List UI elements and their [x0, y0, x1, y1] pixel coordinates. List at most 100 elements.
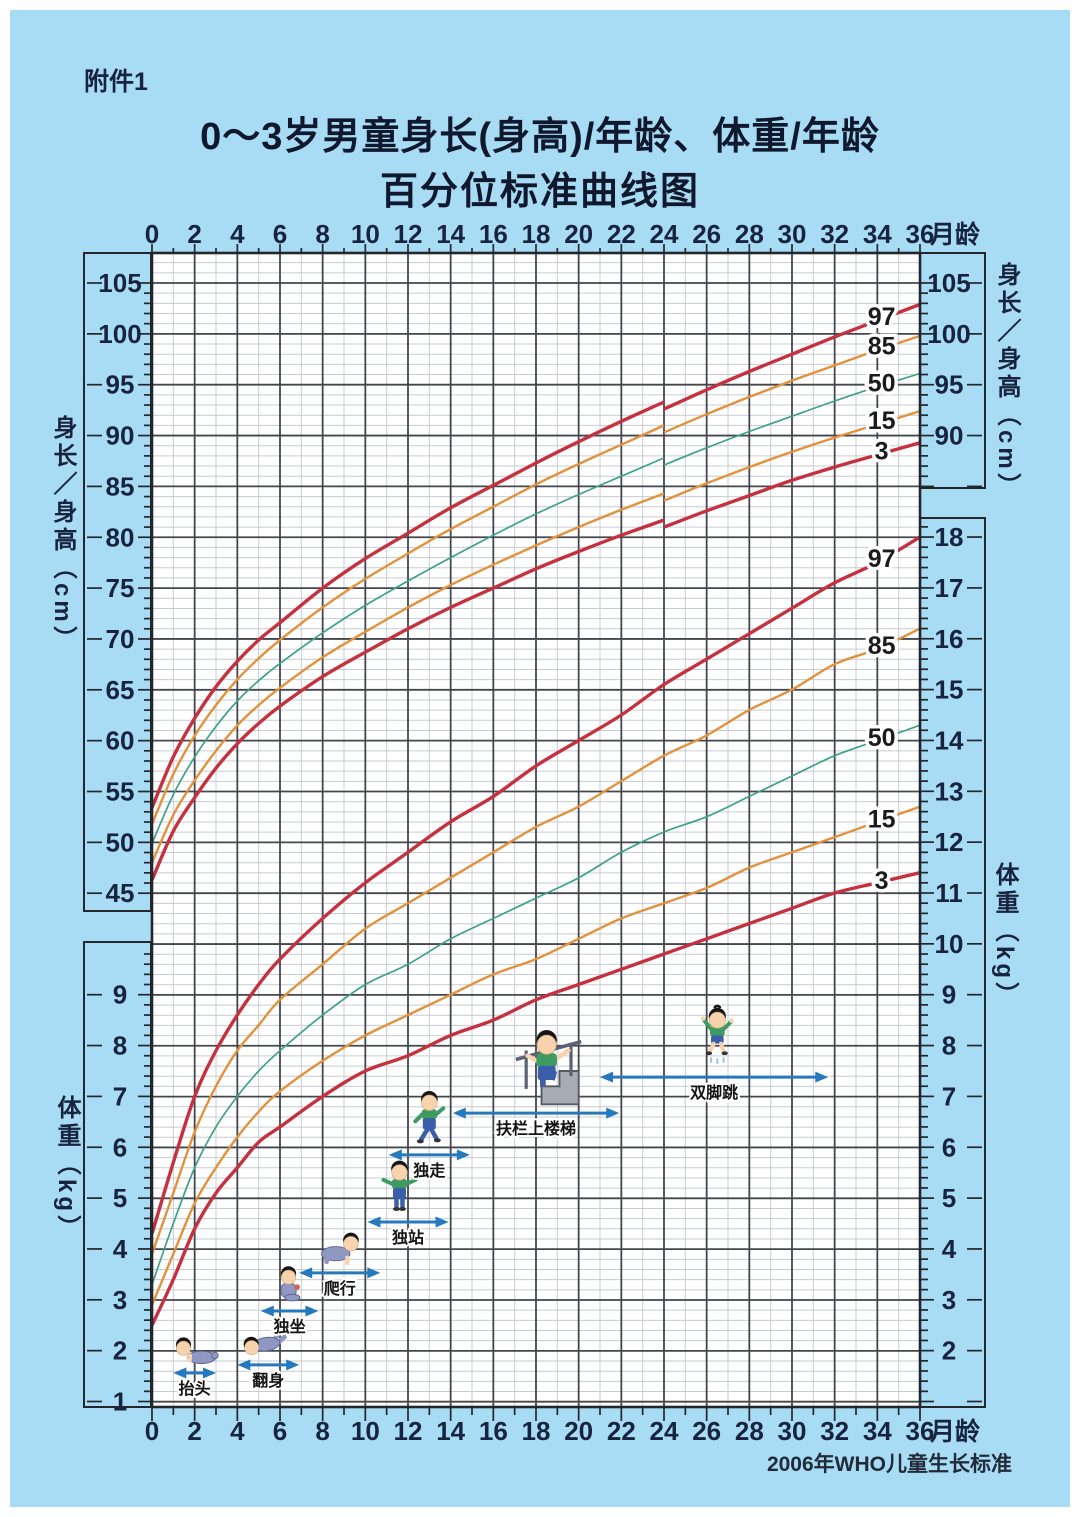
height-tick-label-left: 45 [106, 878, 135, 908]
weight-tick-label-right: 11 [935, 878, 963, 908]
weight-tick-label-left: 1 [113, 1387, 127, 1417]
height-percentile-label-3: 3 [875, 438, 889, 466]
milestone-arrow-lift-head [173, 1367, 216, 1379]
milestone-crawl-icon [320, 1232, 359, 1266]
weight-tick-label-left: 2 [113, 1336, 127, 1366]
month-tick-label-bottom: 34 [863, 1416, 892, 1446]
weight-tick-label-right: 17 [935, 573, 964, 603]
month-tick-label-top: 34 [863, 219, 892, 249]
height-tick-label-left: 105 [98, 268, 141, 298]
weight-tick-label-right: 18 [935, 522, 964, 552]
milestone-label-crawl: 爬行 [323, 1279, 356, 1298]
axis-title-weight-right: 体重（kg） [991, 862, 1018, 1011]
height-curve-p85-after24 [663, 334, 921, 434]
month-tick-label-top: 6 [273, 219, 287, 249]
milestone-arrow-sit-alone [260, 1305, 319, 1317]
milestone-label-sit-alone: 独坐 [274, 1317, 306, 1336]
weight-percentile-label-50: 50 [868, 724, 896, 752]
weight-tick-label-right: 13 [935, 776, 964, 806]
height-tick-label-left: 65 [106, 675, 135, 705]
weight-tick-label-right: 12 [935, 827, 964, 857]
month-tick-label-bottom: 18 [522, 1416, 551, 1446]
milestone-label-stand-alone: 独站 [392, 1228, 424, 1247]
height-tick-label-right: 95 [935, 370, 964, 400]
axis-title-weight-left: 体重（kg） [53, 1095, 80, 1244]
month-unit-label-top: 月龄 [929, 220, 981, 249]
milestone-climb-stairs-icon [515, 1030, 582, 1106]
attachment-label: 附件1 [84, 68, 148, 96]
weight-tick-label-right: 14 [935, 725, 964, 755]
month-tick-label-bottom: 2 [187, 1416, 201, 1446]
weight-percentile-label-15: 15 [868, 805, 896, 833]
milestone-label-roll-over: 翻身 [252, 1371, 284, 1390]
height-percentile-label-85: 85 [868, 333, 896, 361]
weight-tick-label-right: 16 [935, 624, 964, 654]
axis-box-weight-left [83, 941, 152, 1408]
month-tick-label-top: 18 [522, 219, 551, 249]
weight-tick-label-right: 5 [942, 1183, 956, 1213]
month-tick-label-top: 14 [436, 219, 465, 249]
height-curve-p3-after24 [663, 441, 921, 529]
height-curve-p85 [150, 424, 665, 825]
milestone-label-jump-both-feet: 双脚跳 [690, 1083, 738, 1102]
month-tick-label-top: 30 [778, 219, 807, 249]
weight-curve-p15 [150, 805, 921, 1306]
weight-curve-p97 [150, 535, 921, 1235]
weight-percentile-label-97: 97 [868, 545, 896, 573]
month-tick-label-bottom: 28 [735, 1416, 764, 1446]
month-tick-label-bottom: 26 [692, 1416, 721, 1446]
height-curve-p50 [151, 457, 665, 844]
month-tick-label-top: 22 [607, 219, 636, 249]
milestone-roll-over-icon [243, 1328, 288, 1356]
height-tick-label-left: 60 [106, 726, 135, 756]
milestone-arrow-jump-both-feet [599, 1071, 829, 1083]
footer-note: 2006年WHO儿童生长标准 [766, 1453, 1012, 1476]
month-tick-label-bottom: 0 [145, 1416, 159, 1446]
month-tick-label-bottom: 22 [607, 1416, 636, 1446]
weight-tick-label-right: 8 [942, 1031, 956, 1061]
month-tick-label-top: 0 [145, 219, 159, 249]
weight-tick-label-right: 4 [942, 1234, 957, 1264]
month-unit-label-bottom: 月龄 [929, 1417, 981, 1446]
height-curve-p3 [150, 518, 665, 881]
weight-tick-label-left: 7 [113, 1081, 127, 1111]
height-tick-label-left: 50 [106, 827, 135, 857]
month-tick-label-top: 16 [479, 219, 508, 249]
axis-box-weight-right [919, 517, 986, 1408]
axis-title-height-left: 身长／身高（cm） [49, 415, 76, 654]
axis-box-height-right [919, 252, 986, 489]
weight-percentile-label-85: 85 [868, 632, 896, 660]
month-tick-label-top: 32 [820, 219, 849, 249]
height-curve-p50-after24 [663, 372, 921, 466]
chart-title-line2: 百分位标准曲线图 [379, 171, 700, 213]
month-tick-label-top: 8 [315, 219, 329, 249]
month-tick-label-bottom: 4 [230, 1416, 245, 1446]
height-tick-label-left: 75 [106, 573, 135, 603]
height-tick-label-left: 80 [106, 522, 135, 552]
weight-tick-label-right: 7 [942, 1081, 956, 1111]
month-tick-label-top: 36 [906, 219, 935, 249]
weight-percentile-label-3: 3 [875, 867, 889, 895]
height-curve-p15 [150, 492, 665, 864]
milestone-lift-head-icon [175, 1337, 219, 1364]
month-tick-label-bottom: 14 [436, 1416, 465, 1446]
milestone-sit-alone-icon [280, 1266, 301, 1302]
weight-tick-label-left: 5 [113, 1183, 127, 1213]
weight-tick-label-right: 15 [935, 675, 964, 705]
milestone-arrow-stand-alone [367, 1216, 449, 1228]
month-tick-label-bottom: 10 [351, 1416, 380, 1446]
month-tick-label-top: 24 [650, 219, 679, 249]
month-tick-label-bottom: 16 [479, 1416, 508, 1446]
milestone-arrow-climb-stairs [452, 1107, 620, 1119]
weight-tick-label-left: 8 [113, 1031, 127, 1061]
height-curve-p97-after24 [663, 302, 921, 411]
weight-curve-p3 [150, 871, 921, 1326]
month-tick-label-bottom: 8 [315, 1416, 329, 1446]
milestone-label-climb-stairs: 扶栏上楼梯 [496, 1119, 576, 1138]
height-percentile-label-50: 50 [868, 369, 896, 397]
month-tick-label-bottom: 32 [820, 1416, 849, 1446]
milestone-stand-alone-icon [381, 1160, 418, 1211]
weight-curve-p50 [151, 724, 921, 1285]
